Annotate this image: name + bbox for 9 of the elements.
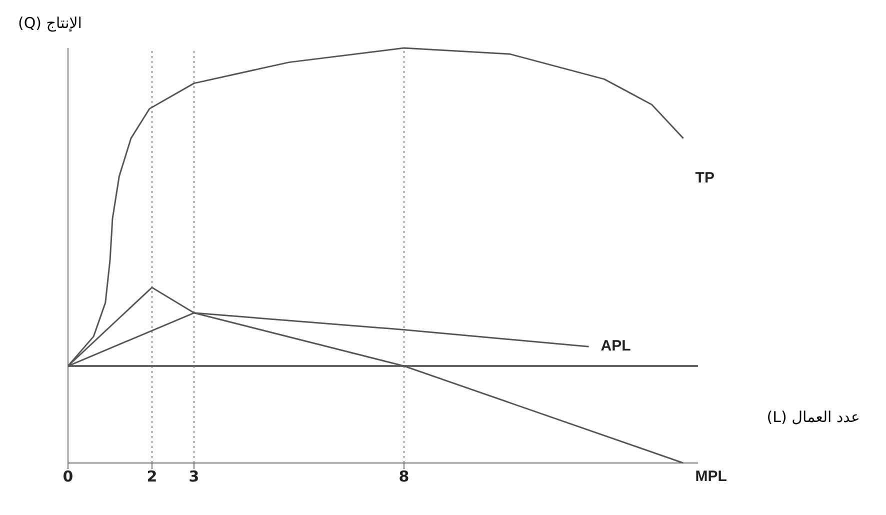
y-axis-title: الإنتاج (Q)	[18, 14, 82, 32]
x-tick-label: 3	[188, 468, 200, 486]
text: TP	[695, 169, 714, 186]
series-label: MPL	[695, 468, 727, 485]
x-tick-label: 8	[398, 468, 410, 486]
x-tick-label: 0	[62, 468, 74, 486]
x-tick-label: 2	[146, 468, 158, 486]
series-label: APL	[600, 338, 631, 355]
x-axis-title: عدد العمال (L)	[766, 408, 860, 426]
